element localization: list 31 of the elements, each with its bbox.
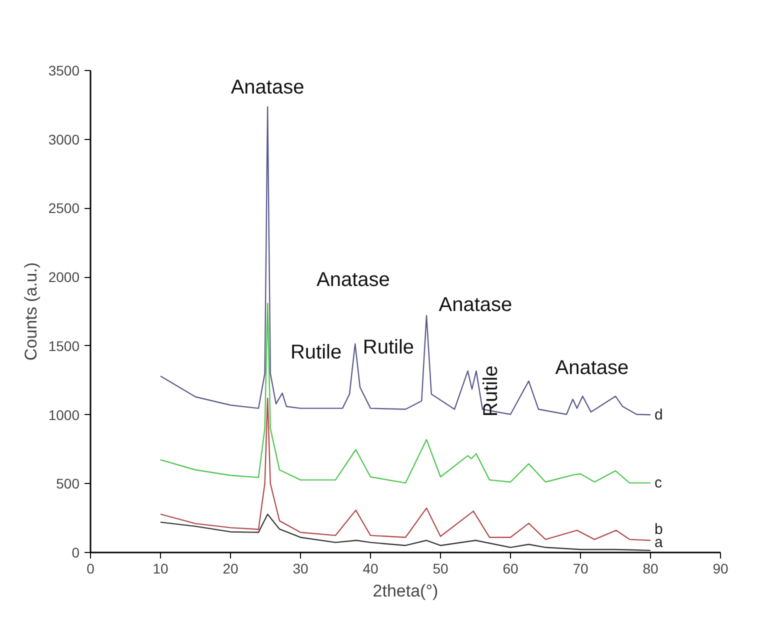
annotation: Rutile	[480, 365, 502, 417]
annotation: Anatase	[555, 356, 629, 379]
x-tick-label: 40	[362, 560, 378, 576]
annotation: Anatase	[438, 294, 512, 316]
annotation: Rutile	[290, 341, 342, 364]
x-tick-label: 20	[222, 560, 238, 576]
annotation: Anatase	[316, 269, 390, 292]
y-tick-label: 1500	[48, 338, 80, 354]
x-axis-title: 2theta(°)	[372, 582, 438, 600]
series-label: c	[654, 474, 662, 492]
y-axis-title: Counts (a.u.)	[21, 262, 40, 361]
annotation: Anatase	[230, 76, 304, 98]
y-tick-label: 0	[72, 544, 80, 560]
y-tick-label: 2500	[48, 200, 80, 216]
x-tick-label: 50	[432, 560, 448, 576]
x-tick-label: 60	[502, 560, 518, 576]
line-series	[160, 106, 652, 416]
x-tick-label: 30	[292, 560, 308, 576]
x-tick-label: 90	[712, 560, 728, 576]
line-series	[160, 514, 652, 552]
series-label: d	[654, 406, 663, 424]
y-tick-label: 2000	[48, 269, 80, 286]
annotation: Rutile	[362, 336, 414, 359]
y-tick-label: 500	[56, 476, 80, 492]
x-tick-label: 0	[86, 560, 95, 576]
x-tick-label: 80	[642, 560, 658, 576]
x-tick-label: 10	[152, 560, 168, 576]
x-tick-label: 70	[572, 560, 588, 576]
y-tick-label: 3000	[48, 131, 80, 148]
y-tick-label: 1000	[48, 406, 80, 423]
y-tick-label: 3500	[48, 62, 80, 78]
